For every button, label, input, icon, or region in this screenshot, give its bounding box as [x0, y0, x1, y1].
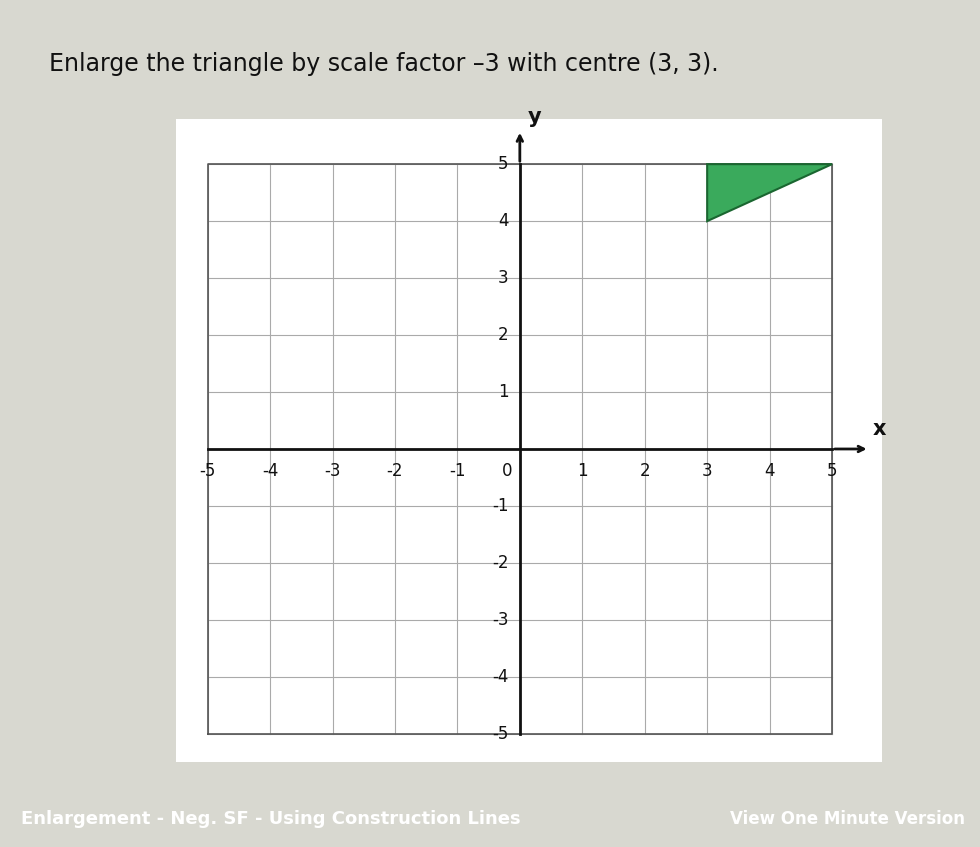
Text: -2: -2	[492, 554, 509, 572]
Text: -4: -4	[492, 667, 509, 686]
Text: 3: 3	[498, 269, 509, 287]
Text: 4: 4	[764, 462, 775, 479]
Text: -2: -2	[387, 462, 403, 479]
Text: Enlargement - Neg. SF - Using Construction Lines: Enlargement - Neg. SF - Using Constructi…	[22, 811, 521, 828]
Polygon shape	[708, 164, 832, 221]
Text: x: x	[872, 418, 886, 439]
Text: y: y	[527, 107, 541, 127]
Text: 1: 1	[498, 383, 509, 401]
Text: Enlarge the triangle by scale factor –3 with centre (3, 3).: Enlarge the triangle by scale factor –3 …	[49, 53, 718, 76]
Text: 0: 0	[502, 462, 513, 479]
Text: 2: 2	[639, 462, 650, 479]
Text: -1: -1	[449, 462, 466, 479]
Text: 2: 2	[498, 326, 509, 344]
Text: View One Minute Version: View One Minute Version	[730, 811, 965, 828]
Text: -5: -5	[492, 725, 509, 743]
Text: -3: -3	[324, 462, 341, 479]
Text: -1: -1	[492, 497, 509, 515]
Text: -5: -5	[200, 462, 216, 479]
Text: 5: 5	[498, 155, 509, 173]
Text: 3: 3	[702, 462, 712, 479]
Text: -3: -3	[492, 611, 509, 628]
Text: -4: -4	[262, 462, 278, 479]
Text: 1: 1	[577, 462, 588, 479]
Text: 4: 4	[498, 212, 509, 230]
Text: 5: 5	[827, 462, 837, 479]
